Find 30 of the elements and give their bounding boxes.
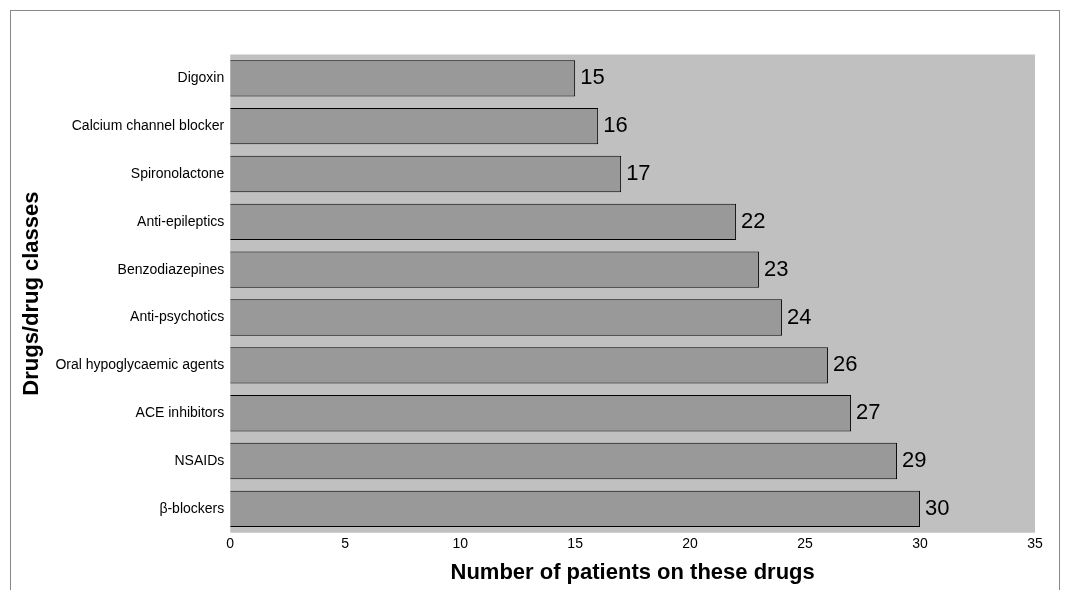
data-label: 17 [626, 160, 651, 186]
data-label: 23 [764, 255, 789, 281]
y-tick-label: Oral hypoglycaemic agents [55, 356, 225, 373]
x-tick-label: 25 [797, 535, 814, 552]
y-tick-label: β-blockers [159, 499, 225, 516]
x-tick-label: 5 [341, 535, 350, 552]
y-tick-label: Digoxin [177, 69, 225, 86]
y-axis-title: Drugs/drug classes [18, 191, 44, 396]
x-tick-label: 35 [1027, 535, 1043, 552]
x-tick-label: 30 [912, 535, 929, 552]
data-label: 16 [603, 112, 628, 138]
x-tick-label: 20 [682, 535, 699, 552]
data-label: 26 [833, 351, 858, 377]
y-tick-label: Calcium channel blocker [71, 117, 225, 134]
data-label: 24 [787, 303, 812, 329]
x-tick-label: 15 [567, 535, 584, 552]
y-tick-label: Anti-epileptics [137, 212, 225, 229]
data-label: 27 [856, 399, 881, 425]
x-axis-title: Number of patients on these drugs [450, 558, 815, 584]
y-tick-label: Benzodiazepines [117, 260, 225, 277]
data-label: 15 [580, 64, 605, 90]
y-tick-label: Spironolactone [130, 164, 225, 181]
x-tick-label: 0 [226, 535, 235, 552]
data-label: 30 [925, 494, 950, 520]
data-label: 29 [902, 447, 927, 473]
y-tick-label: NSAIDs [174, 451, 225, 468]
y-tick-label: Anti-psychotics [130, 308, 225, 325]
data-label: 22 [741, 207, 766, 233]
y-tick-label: ACE inhibitors [135, 404, 225, 421]
x-tick-label: 10 [452, 535, 469, 552]
